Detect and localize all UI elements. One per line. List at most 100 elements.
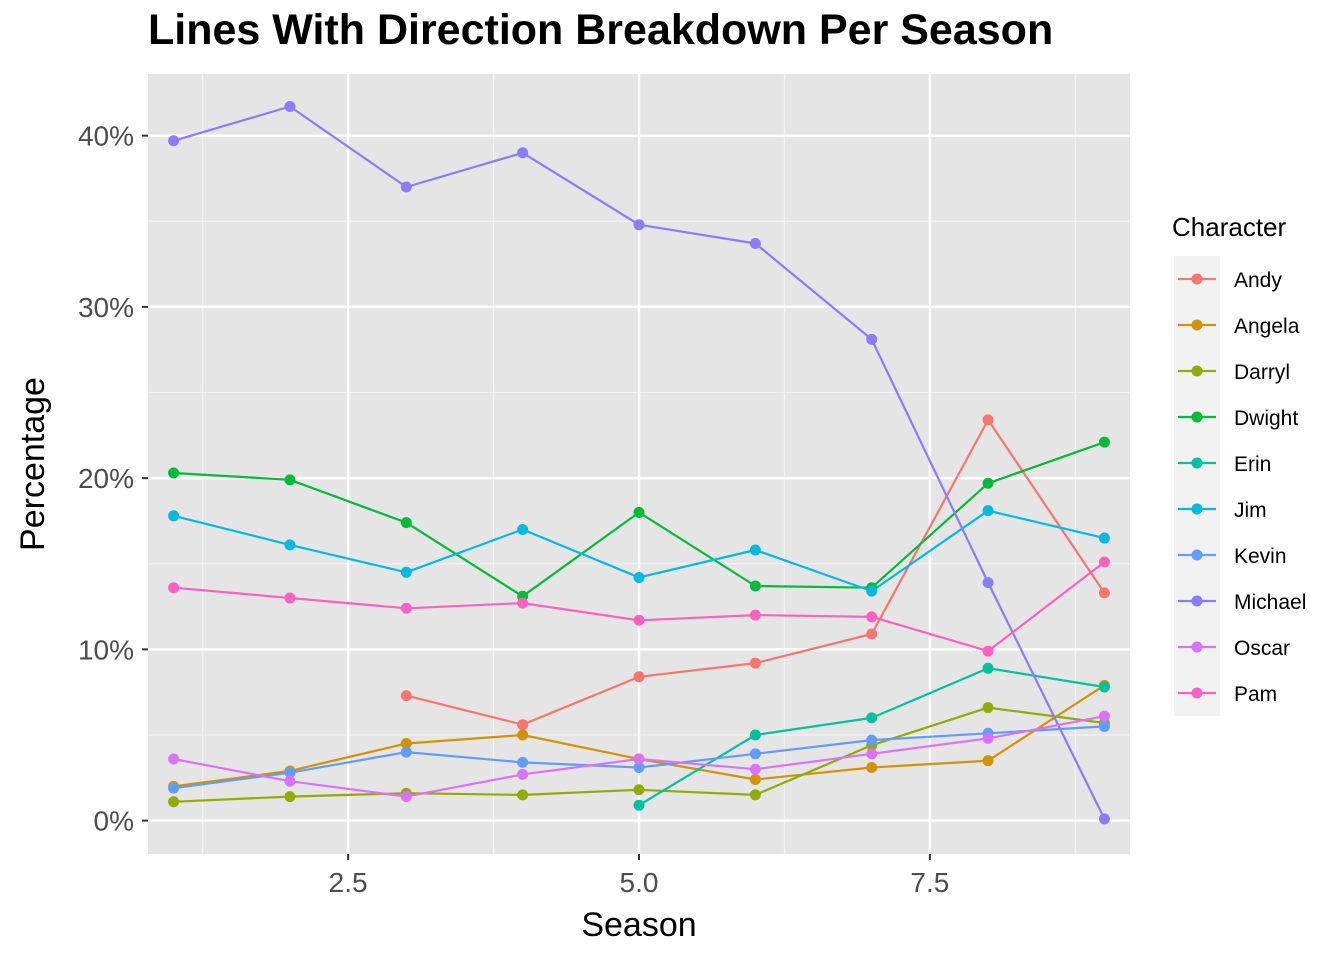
data-point-andy xyxy=(400,690,412,702)
data-point-kevin xyxy=(284,767,296,779)
data-point-angela xyxy=(982,755,994,767)
legend-label-pam: Pam xyxy=(1234,683,1277,706)
legend-label-andy: Andy xyxy=(1234,269,1282,292)
data-point-oscar xyxy=(168,753,180,765)
x-tick-label: 2.5 xyxy=(329,867,368,898)
data-point-kevin xyxy=(749,748,761,760)
data-point-oscar xyxy=(517,768,529,780)
data-point-pam xyxy=(517,597,529,609)
data-point-kevin xyxy=(633,762,645,774)
data-point-jim xyxy=(517,523,529,535)
y-tick-label: 0% xyxy=(94,806,134,837)
data-point-angela xyxy=(400,738,412,750)
data-point-andy xyxy=(1098,587,1110,599)
data-point-michael xyxy=(633,219,645,231)
data-point-oscar xyxy=(400,791,412,803)
data-point-jim xyxy=(168,510,180,522)
legend-label-dwight: Dwight xyxy=(1234,407,1298,430)
legend-label-erin: Erin xyxy=(1234,453,1271,476)
data-point-oscar xyxy=(866,748,878,760)
data-point-oscar xyxy=(1098,710,1110,722)
legend: Character Andy Angela Darryl Dwight Erin Jim K… xyxy=(1172,212,1306,716)
y-tick-label: 30% xyxy=(78,292,134,323)
data-point-erin xyxy=(749,729,761,741)
data-point-andy xyxy=(749,657,761,669)
data-point-dwight xyxy=(400,517,412,529)
legend-label-oscar: Oscar xyxy=(1234,637,1290,660)
y-tick-label: 40% xyxy=(78,121,134,152)
legend-label-jim: Jim xyxy=(1234,499,1267,522)
data-point-jim xyxy=(866,585,878,597)
legend-key-point xyxy=(1191,595,1203,607)
data-point-kevin xyxy=(168,782,180,794)
legend-label-darryl: Darryl xyxy=(1234,361,1290,384)
x-axis: 2.5 5.0 7.5 xyxy=(329,854,949,898)
legend-key-point xyxy=(1191,457,1203,469)
data-point-kevin xyxy=(866,734,878,746)
chart-title: Lines With Direction Breakdown Per Seaso… xyxy=(148,6,1054,54)
data-point-darryl xyxy=(168,796,180,808)
data-point-darryl xyxy=(982,702,994,714)
data-point-jim xyxy=(982,505,994,517)
legend-label-kevin: Kevin xyxy=(1234,545,1287,568)
data-point-dwight xyxy=(982,477,994,489)
data-point-andy xyxy=(866,628,878,640)
series-points xyxy=(168,101,1110,825)
data-point-michael xyxy=(866,333,878,345)
data-point-darryl xyxy=(749,789,761,801)
data-point-oscar xyxy=(749,763,761,775)
data-point-pam xyxy=(168,582,180,594)
data-point-pam xyxy=(749,609,761,621)
data-point-jim xyxy=(1098,532,1110,544)
legend-title: Character xyxy=(1172,212,1286,242)
data-point-michael xyxy=(982,577,994,589)
data-point-andy xyxy=(633,671,645,683)
data-point-michael xyxy=(284,101,296,113)
data-point-erin xyxy=(982,662,994,674)
data-point-dwight xyxy=(749,580,761,592)
data-point-angela xyxy=(866,762,878,774)
x-tick-label: 5.0 xyxy=(620,867,659,898)
data-point-jim xyxy=(284,539,296,551)
data-point-kevin xyxy=(517,756,529,768)
legend-key-point xyxy=(1191,365,1203,377)
legend-key-point xyxy=(1191,411,1203,423)
legend-key-point xyxy=(1191,549,1203,561)
data-point-oscar xyxy=(982,732,994,744)
legend-key-point xyxy=(1191,503,1203,515)
data-point-erin xyxy=(866,712,878,724)
legend-key-point xyxy=(1191,273,1203,285)
data-point-jim xyxy=(749,544,761,556)
data-point-michael xyxy=(400,181,412,193)
data-point-dwight xyxy=(633,506,645,518)
x-tick-label: 7.5 xyxy=(910,867,949,898)
data-point-erin xyxy=(1098,681,1110,693)
data-point-pam xyxy=(1098,556,1110,568)
data-point-oscar xyxy=(633,753,645,765)
data-point-pam xyxy=(633,614,645,626)
data-point-pam xyxy=(284,592,296,604)
data-point-dwight xyxy=(1098,436,1110,448)
legend-label-michael: Michael xyxy=(1234,591,1306,614)
data-point-darryl xyxy=(633,784,645,796)
data-point-jim xyxy=(400,566,412,578)
data-point-darryl xyxy=(284,791,296,803)
legend-key-point xyxy=(1191,641,1203,653)
data-point-dwight xyxy=(284,474,296,486)
data-point-pam xyxy=(400,602,412,614)
data-point-michael xyxy=(168,135,180,147)
y-tick-label: 10% xyxy=(78,634,134,665)
data-point-michael xyxy=(749,238,761,250)
y-axis-title: Percentage xyxy=(14,377,52,551)
data-point-michael xyxy=(1098,813,1110,825)
legend-key-point xyxy=(1191,319,1203,331)
data-point-oscar xyxy=(284,775,296,787)
data-point-dwight xyxy=(168,467,180,479)
legend-key-point xyxy=(1191,687,1203,699)
data-point-pam xyxy=(866,611,878,623)
y-tick-label: 20% xyxy=(78,463,134,494)
data-point-michael xyxy=(517,147,529,159)
x-axis-title: Season xyxy=(581,906,696,944)
data-point-andy xyxy=(517,719,529,731)
